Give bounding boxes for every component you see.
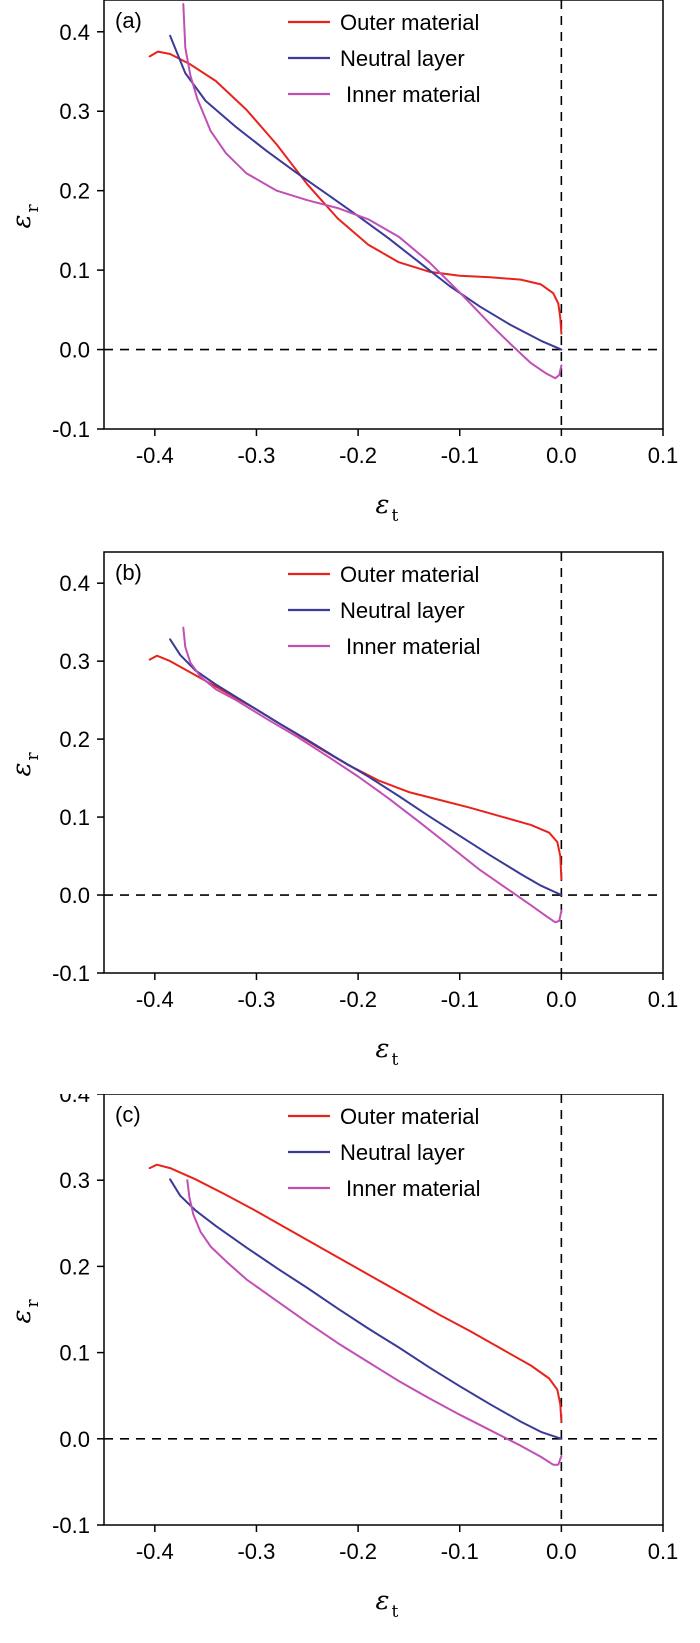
panel-1-series-outer-material [148, 654, 563, 881]
panel-2-y-axis-label-sub: r [23, 1299, 43, 1308]
panel-0-x-tick-label: -0.3 [237, 443, 275, 468]
panel-1-x-axis-label-sub: t [392, 1050, 399, 1070]
panel-0-legend-label-inner-material: Inner material [346, 82, 481, 107]
panel-1-x-tick-label: -0.4 [136, 987, 174, 1012]
panel-0-x-tick-label: 0.1 [648, 443, 679, 468]
panel-1-legend-label-neutral-layer: Neutral layer [340, 598, 465, 623]
panel-1-x-tick-label: 0.0 [546, 987, 577, 1012]
panel-1-panel-label: (b) [115, 560, 142, 585]
panel-0-plot-frame [103, 0, 664, 430]
panel-0-y-tick-label: 0.4 [59, 20, 90, 45]
panel-2-y-axis-label-group: εr [7, 1299, 43, 1324]
panel-0-x-axis-label: ε [376, 490, 390, 520]
panel-0-x-axis-label-sub: t [392, 506, 399, 526]
panel-0-legend-label-outer-material: Outer material [340, 10, 479, 35]
panel-1-y-axis-label-group: εr [7, 752, 43, 777]
panel-2-x-tick-label: 0.0 [546, 1539, 577, 1564]
panel-2-y-tick-label: 0.4 [59, 1094, 90, 1107]
panel-0-x-tick-label: 0.0 [546, 443, 577, 468]
panel-2-panel-label: (c) [115, 1102, 141, 1127]
panel-0-legend-label-neutral-layer: Neutral layer [340, 46, 465, 71]
panel-0-y-tick-label: 0.2 [59, 179, 90, 204]
chart-panel-c: -0.4 -0.3 -0.2 -0.1 0.0 0.1 -0.1 0.0 0.1 0.2 0.3 0.… [7, 1094, 679, 1622]
panel-1-y-tick-label: 0.2 [59, 727, 90, 752]
panel-1-y-axis-label-sub: r [23, 752, 43, 761]
panel-2-legend-label-outer-material: Outer material [340, 1104, 479, 1129]
panel-2-x-tick-label: -0.3 [237, 1539, 275, 1564]
panel-2-series-neutral-layer [169, 1178, 563, 1440]
panel-1-y-tick-label: -0.1 [52, 961, 90, 986]
panel-2-series-outer-material [148, 1163, 563, 1423]
panel-1-x-tick-label: -0.2 [339, 987, 377, 1012]
panel-1-y-tick-label: 0.3 [59, 649, 90, 674]
chart-panel-a: -0.4 -0.3 -0.2 -0.1 0.0 0.1 -0.1 0.0 0.1 0.2 0.3 0.… [7, 0, 679, 526]
panel-1-x-axis-label: ε [376, 1034, 390, 1064]
panel-1-y-tick-label: 0.4 [59, 571, 90, 596]
panel-0-y-axis-label: ε [7, 215, 37, 229]
panel-1-y-tick-label: 0.1 [59, 805, 90, 830]
panel-0-x-tick-label: -0.2 [339, 443, 377, 468]
panel-1-x-tick-label: -0.1 [441, 987, 479, 1012]
panel-2-y-tick-label: 0.2 [59, 1254, 90, 1279]
panel-0-y-tick-label: 0.3 [59, 99, 90, 124]
panel-1-series-neutral-layer [169, 638, 563, 896]
panel-0-panel-label: (a) [115, 8, 142, 33]
panel-2-y-tick-label: 0.0 [59, 1427, 90, 1452]
panel-2-x-tick-label: 0.1 [648, 1539, 679, 1564]
chart-panel-b: -0.4 -0.3 -0.2 -0.1 0.0 0.1 -0.1 0.0 0.1 0.2 0.3 0.… [7, 551, 679, 1070]
panel-1-legend-label-inner-material: Inner material [346, 634, 481, 659]
panel-2-x-tick-label: -0.1 [441, 1539, 479, 1564]
panel-1-series-inner-material [182, 626, 563, 924]
panel-2-y-tick-label: 0.1 [59, 1341, 90, 1366]
panel-2-x-tick-label: -0.4 [136, 1539, 174, 1564]
panel-1-y-tick-label: 0.0 [59, 883, 90, 908]
panel-1-x-tick-label: 0.1 [648, 987, 679, 1012]
panel-2-legend-label-neutral-layer: Neutral layer [340, 1140, 465, 1165]
panel-0-series-outer-material [148, 50, 563, 335]
panel-0-y-tick-label: 0.1 [59, 258, 90, 283]
panel-0-y-tick-label: 0.0 [59, 338, 90, 363]
panel-0-y-tick-label: -0.1 [52, 417, 90, 442]
panel-2-y-tick-label: 0.3 [59, 1168, 90, 1193]
panel-0-series-inner-material [182, 3, 563, 380]
panel-2-legend-label-inner-material: Inner material [346, 1176, 481, 1201]
panel-1-legend-label-outer-material: Outer material [340, 562, 479, 587]
panel-1-y-axis-label: ε [7, 763, 37, 777]
panel-2-plot-frame [103, 1094, 664, 1526]
panel-2-x-axis-label-sub: t [392, 1602, 399, 1622]
panel-1-x-tick-label: -0.3 [237, 987, 275, 1012]
panel-2-x-axis-label: ε [376, 1586, 390, 1616]
panel-1-plot-frame [103, 551, 664, 974]
panel-0-x-tick-label: -0.4 [136, 443, 174, 468]
panel-2-y-axis-label: ε [7, 1310, 37, 1324]
panel-0-x-tick-label: -0.1 [441, 443, 479, 468]
panel-2-y-tick-label: -0.1 [52, 1513, 90, 1538]
panel-0-y-axis-label-group: εr [7, 204, 43, 229]
panel-2-series-inner-material [186, 1179, 563, 1466]
panel-0-y-axis-label-sub: r [23, 204, 43, 213]
panel-2-x-tick-label: -0.2 [339, 1539, 377, 1564]
